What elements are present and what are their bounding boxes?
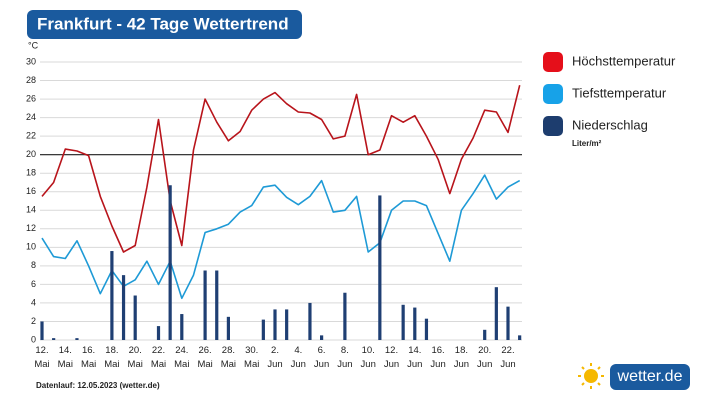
legend-swatch xyxy=(543,84,563,104)
precip-bar xyxy=(483,329,487,340)
y-tick-label: 14 xyxy=(26,205,36,215)
y-tick-label: 12 xyxy=(26,223,36,233)
precip-bar xyxy=(52,338,56,340)
y-tick-label: 24 xyxy=(26,112,36,122)
x-tick-label: 18. Jun xyxy=(454,345,469,370)
legend-label: Niederschlag xyxy=(572,117,648,132)
y-tick-label: 10 xyxy=(26,242,36,252)
footer: Datenlauf: 12.05.2023 (wetter.de) xyxy=(36,381,160,390)
x-tick-label: 16. Jun xyxy=(430,345,445,370)
precip-bar xyxy=(343,292,347,340)
precip-bar xyxy=(506,306,510,340)
x-tick-label: 16. Mai xyxy=(81,345,96,370)
precip-bar xyxy=(156,326,161,340)
temp-line xyxy=(41,174,521,300)
x-tick-label: 6. Jun xyxy=(314,345,329,370)
x-tick-label: 28. Mai xyxy=(221,345,236,370)
y-tick-label: 16 xyxy=(26,186,36,196)
x-tick-label: 14. Mai xyxy=(58,345,73,370)
precip-bar xyxy=(168,185,172,340)
y-tick-label: 26 xyxy=(26,93,36,103)
y-tick-label: 28 xyxy=(26,75,36,85)
x-tick-label: 12. Jun xyxy=(384,345,399,370)
y-tick-label: 0 xyxy=(31,334,36,344)
unit-note: Liter/m² xyxy=(572,139,602,148)
logo xyxy=(578,363,690,390)
precip-bar xyxy=(308,302,312,340)
x-tick-label: 22. Jun xyxy=(500,345,515,370)
chart-title: Frankfurt - 42 Tage Wettertrend xyxy=(37,14,289,33)
x-tick-label: 14. Jun xyxy=(407,345,422,370)
x-tick-label: 30. Mai xyxy=(244,345,259,370)
precip-bar xyxy=(40,321,44,340)
precip-bar xyxy=(518,335,522,340)
precip-bar xyxy=(226,316,230,340)
y-tick-label: 4 xyxy=(31,297,36,307)
y-unit: °C xyxy=(28,40,39,50)
precip-bar xyxy=(180,314,184,340)
y-tick-label: 6 xyxy=(31,279,36,289)
y-tick-label: 8 xyxy=(31,260,36,270)
title-box xyxy=(27,10,302,39)
x-tick-label: 22. Mai xyxy=(151,345,166,370)
x-tick-label: 2. Jun xyxy=(267,345,282,370)
precip-bar xyxy=(424,318,429,340)
legend-label: Höchsttemperatur xyxy=(572,53,676,68)
legend-label: Tiefsttemperatur xyxy=(572,85,667,100)
x-tick-label: 18. Mai xyxy=(104,345,119,370)
precip-bar xyxy=(494,287,498,340)
precip-bar xyxy=(110,251,114,340)
y-tick-label: 18 xyxy=(26,168,36,178)
x-tick-label: 8. Jun xyxy=(337,345,352,370)
y-tick-label: 22 xyxy=(26,131,36,141)
precip-bar xyxy=(273,309,277,340)
precip-bar xyxy=(203,270,207,340)
precip-bar xyxy=(378,195,382,340)
precip-bar xyxy=(215,270,219,340)
x-tick-label: 4. Jun xyxy=(291,345,306,370)
y-tick-label: 30 xyxy=(26,56,36,66)
x-tick-label: 20. Mai xyxy=(128,345,143,370)
legend-swatch xyxy=(543,52,563,72)
temp-line xyxy=(41,85,521,253)
x-tick-label: 12. Mai xyxy=(34,345,49,370)
x-tick-label: 20. Jun xyxy=(477,345,492,370)
x-tick-label: 24. Mai xyxy=(174,345,189,370)
legend-swatch xyxy=(543,116,563,136)
y-tick-label: 20 xyxy=(26,149,36,159)
precip-bar xyxy=(261,319,265,340)
precip-bar xyxy=(413,307,417,340)
precip-bar xyxy=(75,338,79,340)
x-tick-label: 26. Mai xyxy=(197,345,212,370)
precip-bar xyxy=(133,295,137,340)
precip-bar xyxy=(285,309,289,340)
y-tick-label: 2 xyxy=(31,316,36,326)
x-tick-label: 10. Jun xyxy=(361,345,376,370)
precip-bar xyxy=(401,304,405,340)
precip-bar xyxy=(320,335,324,340)
brand: wetter.de xyxy=(617,368,683,385)
precip-bar xyxy=(121,275,126,340)
